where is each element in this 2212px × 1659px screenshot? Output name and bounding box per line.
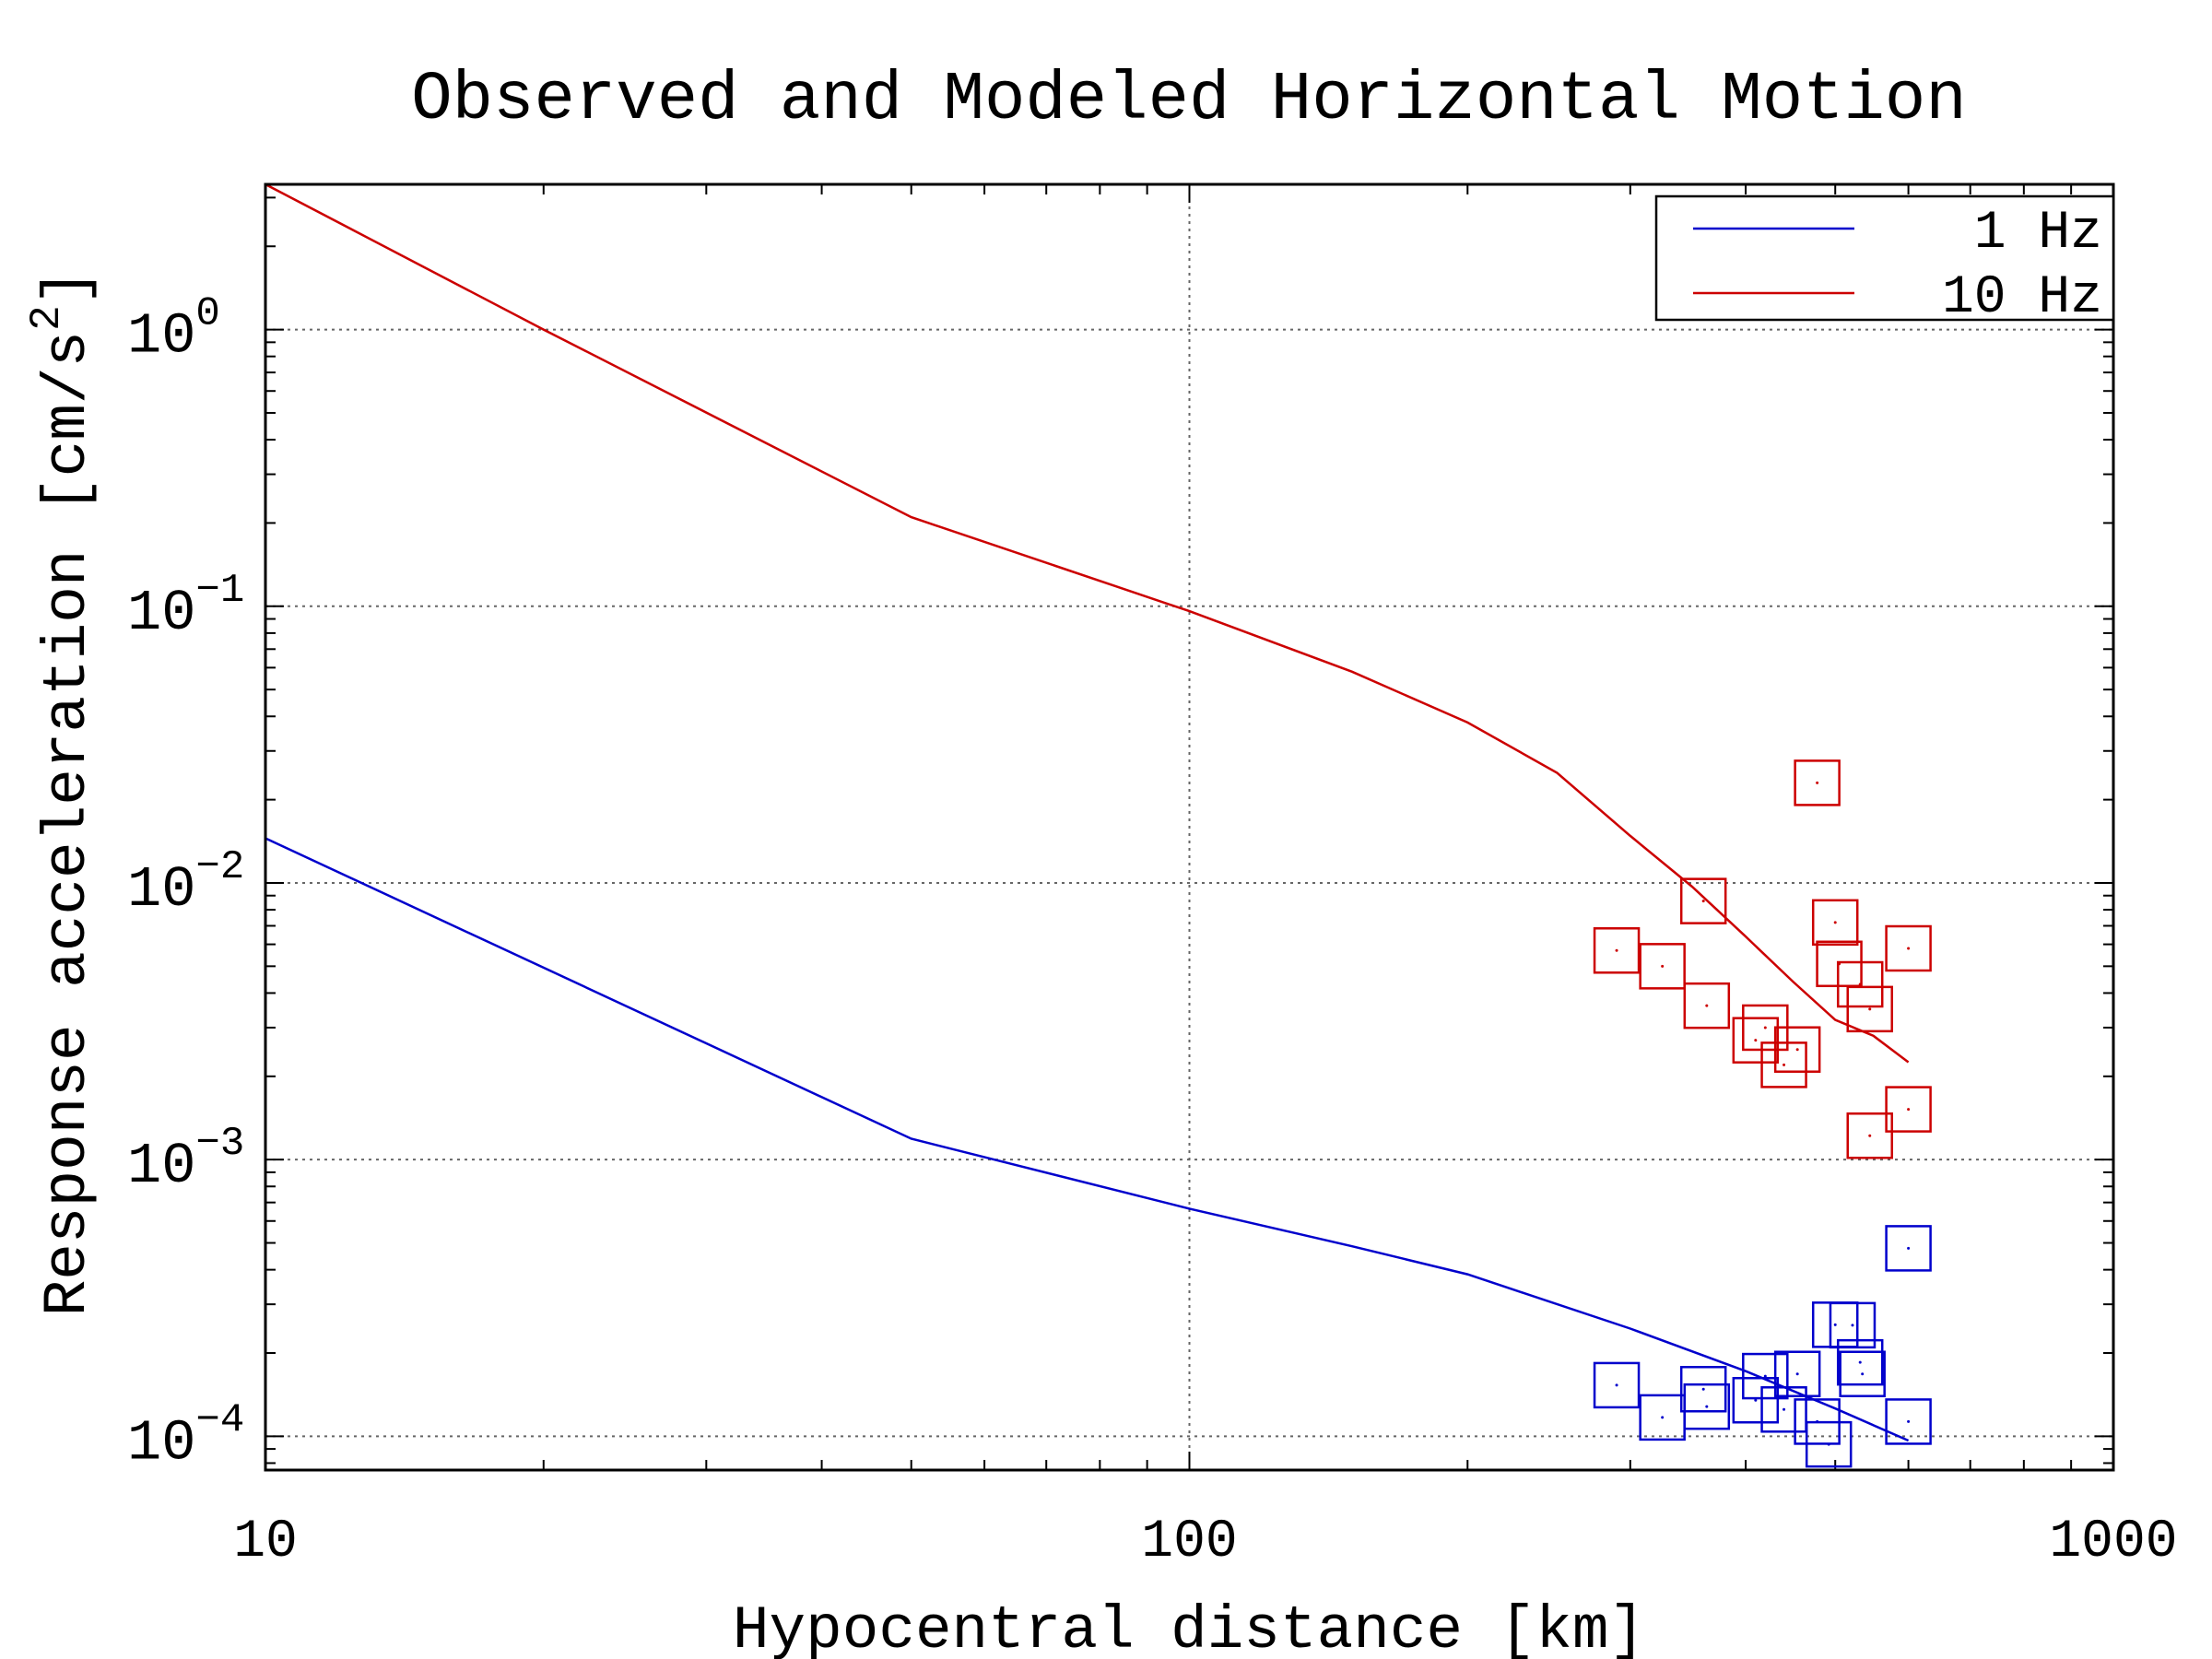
observation-marker: [1683, 982, 1731, 1030]
observation-marker: [1885, 1225, 1932, 1272]
observation-center: [1795, 1048, 1799, 1052]
x-tick-label: 1000: [2049, 1512, 2177, 1572]
observation-center: [1705, 1405, 1709, 1408]
y-tick-label: 100: [127, 291, 220, 370]
observation-marker: [1829, 1301, 1877, 1349]
observation-center: [1701, 1387, 1705, 1391]
series-lines: [265, 182, 1910, 1442]
x-tick-label: 10: [233, 1512, 298, 1572]
x-tick-label: 100: [1141, 1512, 1237, 1572]
y-axis-label: Response acceleration [cm/s2]: [23, 269, 102, 1317]
observation-markers: [1593, 759, 1932, 1468]
observation-center: [1868, 1134, 1872, 1137]
legend-box: [1654, 194, 2115, 322]
observation-marker: [1805, 1420, 1853, 1468]
observation-center: [1661, 1416, 1665, 1419]
observation-marker: [1760, 1386, 1807, 1433]
observation-center: [1754, 1398, 1758, 1402]
observation-marker: [1773, 1350, 1821, 1397]
observation-center: [1851, 1324, 1854, 1327]
observation-marker: [1679, 1366, 1727, 1413]
observation-marker: [1885, 1086, 1932, 1133]
observation-marker: [1593, 927, 1641, 974]
observation-marker: [1742, 1352, 1789, 1400]
observation-marker: [1794, 759, 1841, 806]
observation-center: [1907, 1419, 1911, 1423]
observation-marker: [1839, 1350, 1886, 1397]
observation-center: [1858, 982, 1862, 986]
observation-marker: [1885, 1398, 1932, 1445]
observation-center: [1907, 1246, 1911, 1250]
observation-center: [1868, 1007, 1872, 1011]
observation-marker: [1679, 877, 1727, 924]
observation-marker: [1836, 1338, 1884, 1386]
observation-marker: [1593, 1361, 1641, 1409]
observation-center: [1783, 1063, 1786, 1066]
observation-center: [1705, 1004, 1709, 1007]
observation-center: [1763, 1374, 1767, 1378]
observation-center: [1783, 1407, 1786, 1411]
observation-marker: [1836, 960, 1884, 1008]
observation-center: [1833, 921, 1837, 924]
observation-center: [1795, 1372, 1799, 1376]
observation-marker: [1811, 899, 1859, 947]
observation-marker: [1846, 985, 1893, 1033]
chart-title: Observed and Modeled Horizontal Motion: [411, 62, 1966, 139]
observation-marker: [1732, 1376, 1780, 1424]
legend-label: 1 Hz: [1974, 204, 2102, 264]
observation-center: [1858, 1360, 1862, 1364]
observation-center: [1754, 1039, 1758, 1042]
observation-marker: [1683, 1382, 1731, 1430]
observation-marker: [1885, 924, 1932, 972]
observation-center: [1861, 1372, 1865, 1376]
observation-center: [1833, 1323, 1837, 1326]
tick-labels: 10 100 1000 10−4 10−3 10−2 10−1 100: [127, 291, 2178, 1572]
observation-center: [1661, 964, 1665, 968]
observation-center: [1827, 1442, 1830, 1446]
observation-center: [1763, 1026, 1767, 1030]
observation-marker: [1732, 1017, 1780, 1064]
observation-center: [1816, 781, 1819, 784]
y-tick-label: 10−3: [127, 1121, 244, 1199]
observation-marker: [1846, 1112, 1893, 1159]
observation-center: [1907, 1108, 1911, 1112]
legend-label: 10 Hz: [1942, 268, 2102, 328]
y-tick-label: 10−4: [127, 1397, 244, 1476]
observation-marker: [1760, 1041, 1807, 1088]
series-line: [265, 182, 1910, 1064]
observation-center: [1615, 1383, 1618, 1387]
observation-marker: [1639, 943, 1686, 990]
observation-center: [1907, 947, 1911, 950]
x-axis-label: Hypocentral distance [km]: [733, 1596, 1645, 1659]
observation-center: [1701, 900, 1705, 903]
y-tick-label: 10−1: [127, 568, 244, 646]
series-line: [265, 837, 1910, 1442]
axis-ticks: [265, 184, 2114, 1470]
grid: [265, 184, 2113, 1470]
observation-center: [1615, 948, 1618, 952]
y-tick-label: 10−2: [127, 844, 244, 923]
observation-marker: [1816, 940, 1863, 988]
plot-frame: [264, 182, 2115, 1472]
observation-marker: [1773, 1026, 1821, 1073]
